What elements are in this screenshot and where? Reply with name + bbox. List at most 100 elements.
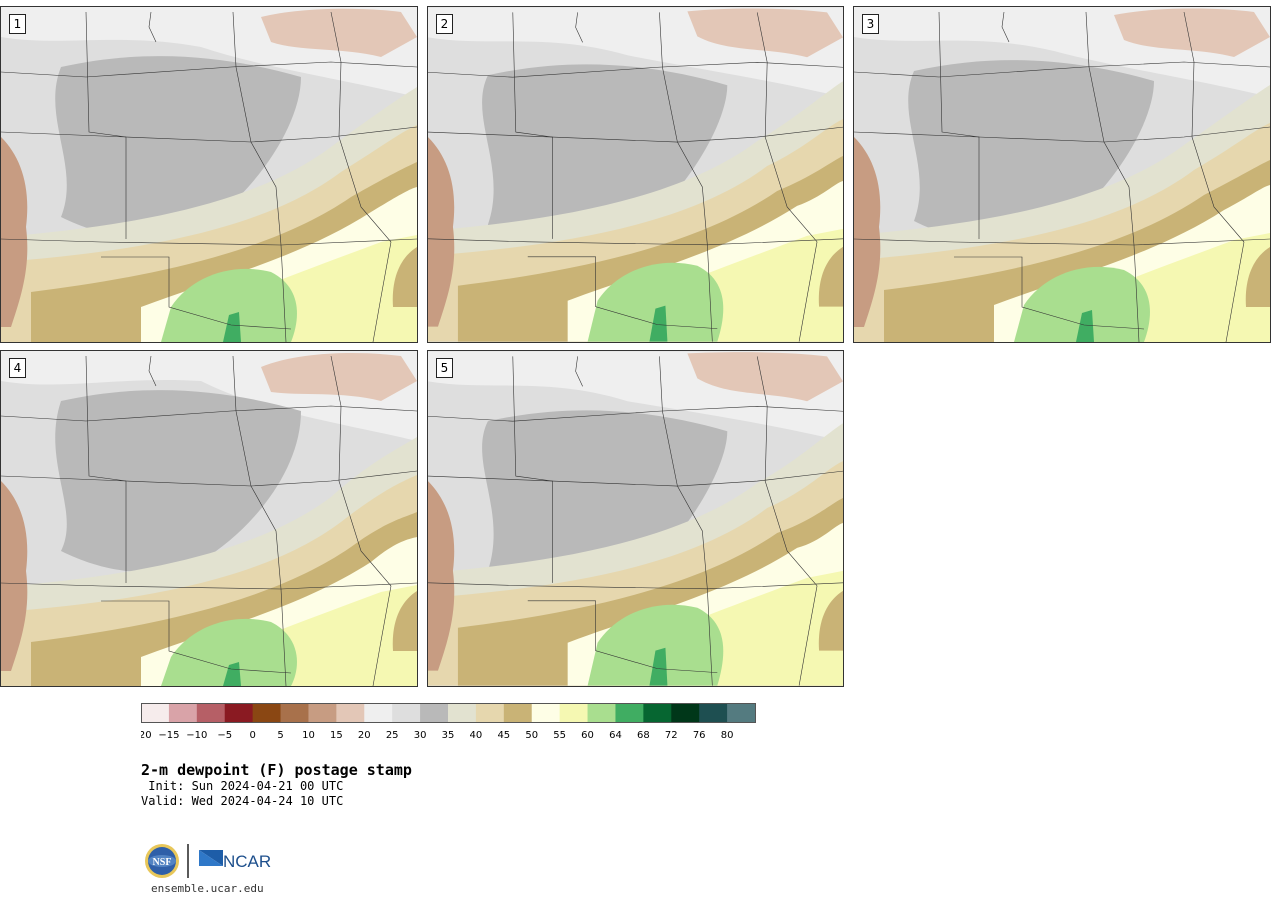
field-band [1, 137, 28, 327]
field-band [161, 268, 297, 342]
colorbar-tick-label: −20 [141, 730, 152, 741]
field-band [261, 353, 417, 401]
colorbar-swatch [559, 703, 588, 722]
field-band [587, 604, 724, 686]
colorbar-tick-label: 40 [470, 730, 483, 741]
state-border [372, 241, 392, 342]
state-border [1, 61, 417, 78]
field-band [687, 8, 843, 58]
state-border [798, 241, 818, 342]
state-border [232, 355, 287, 686]
member-panel-2: 2 [427, 6, 844, 343]
field-band [223, 312, 241, 342]
state-border [330, 355, 392, 587]
state-border [428, 405, 843, 422]
state-border [1, 582, 417, 590]
state-border [575, 12, 583, 43]
colorbar-tick-label: −5 [217, 730, 232, 741]
dewpoint-colorbar: −20 −15 −10 −5 0 5 10 15 20 25 30 35 40 45 50 55 60 64 68 7… [141, 703, 756, 741]
state-border [330, 11, 392, 243]
field-band [392, 591, 417, 651]
dewpoint-map-2 [428, 7, 843, 342]
init-time: Init: Sun 2024-04-21 00 UTC [141, 779, 344, 793]
colorbar-tick-label: 60 [581, 730, 594, 741]
colorbar-swatch [615, 703, 644, 722]
field-band [261, 8, 417, 57]
state-border [428, 61, 843, 78]
field-band [428, 481, 455, 671]
field-band [1, 481, 28, 671]
state-border [954, 256, 1145, 330]
field-band [392, 247, 417, 307]
colorbar-tick-label: −10 [186, 730, 207, 741]
state-border [428, 582, 843, 590]
colorbar-tick-label: 25 [386, 730, 399, 741]
colorbar-tick-label: 0 [249, 730, 255, 741]
field-band [1114, 8, 1270, 57]
field-band [161, 618, 297, 686]
colorbar-swatch [280, 703, 309, 722]
field-band [1076, 310, 1094, 342]
colorbar-swatch [252, 703, 281, 722]
state-border [85, 11, 127, 239]
colorbar-tick-label: 20 [358, 730, 371, 741]
state-border [575, 356, 583, 387]
state-border [1183, 11, 1245, 243]
state-border [1, 238, 417, 246]
dewpoint-map-5 [428, 351, 843, 686]
colorbar-tick-label: 30 [414, 730, 427, 741]
colorbar-tick-label: 76 [693, 730, 706, 741]
dewpoint-map-4 [1, 351, 417, 686]
state-border [512, 12, 553, 239]
colorbar-tick-label: 10 [302, 730, 315, 741]
field-band [55, 390, 301, 572]
state-border [659, 356, 713, 686]
member-panel-1: 1 [0, 6, 418, 343]
colorbar-frame [141, 703, 756, 723]
state-border [1001, 11, 1010, 43]
plot-title: 2-m dewpoint (F) postage stamp [141, 761, 412, 779]
colorbar-swatch [531, 703, 561, 722]
colorbar-tick-label: 72 [665, 730, 678, 741]
colorbar-swatch [727, 703, 756, 722]
colorbar-swatch [503, 703, 533, 722]
dewpoint-map-1 [1, 7, 417, 342]
field-band [649, 305, 668, 342]
state-border [798, 585, 818, 686]
ncar-text: NCAR [223, 852, 271, 871]
nsf-text: NSF [153, 857, 172, 868]
colorbar-tick-label: 64 [609, 730, 622, 741]
field-band [687, 352, 843, 402]
panel-number-label: 3 [862, 14, 879, 34]
member-panel-4: 4 [0, 350, 418, 687]
panel-number-label: 5 [436, 358, 453, 378]
colorbar-swatch [308, 703, 337, 722]
colorbar-swatch [587, 703, 616, 722]
colorbar-swatch [699, 703, 728, 722]
field-band [854, 137, 881, 327]
state-border [101, 600, 292, 674]
nsf-ncar-logo: NSF NCAR [145, 844, 271, 878]
field-band [818, 246, 843, 307]
member-panel-5: 5 [427, 350, 844, 687]
state-border [101, 256, 292, 330]
field-band [428, 137, 455, 327]
website-url: ensemble.ucar.edu [151, 882, 264, 895]
state-border [1, 405, 417, 422]
field-band [223, 662, 241, 686]
state-border [85, 355, 127, 583]
colorbar-swatch [420, 703, 449, 722]
field-band [1245, 247, 1270, 307]
colorbar-tick-label: 35 [442, 730, 455, 741]
colorbar-tick-label: 15 [330, 730, 343, 741]
state-border [756, 12, 818, 243]
colorbar-swatch [168, 703, 198, 722]
colorbar-swatch [643, 703, 672, 722]
colorbar-tick-label: −15 [158, 730, 179, 741]
colorbar-swatch [448, 703, 477, 722]
colorbar-tick-label: 50 [525, 730, 538, 741]
dewpoint-map-3 [854, 7, 1270, 342]
ncar-logo: NCAR [199, 850, 271, 871]
state-border [756, 356, 818, 587]
state-border [512, 356, 553, 583]
